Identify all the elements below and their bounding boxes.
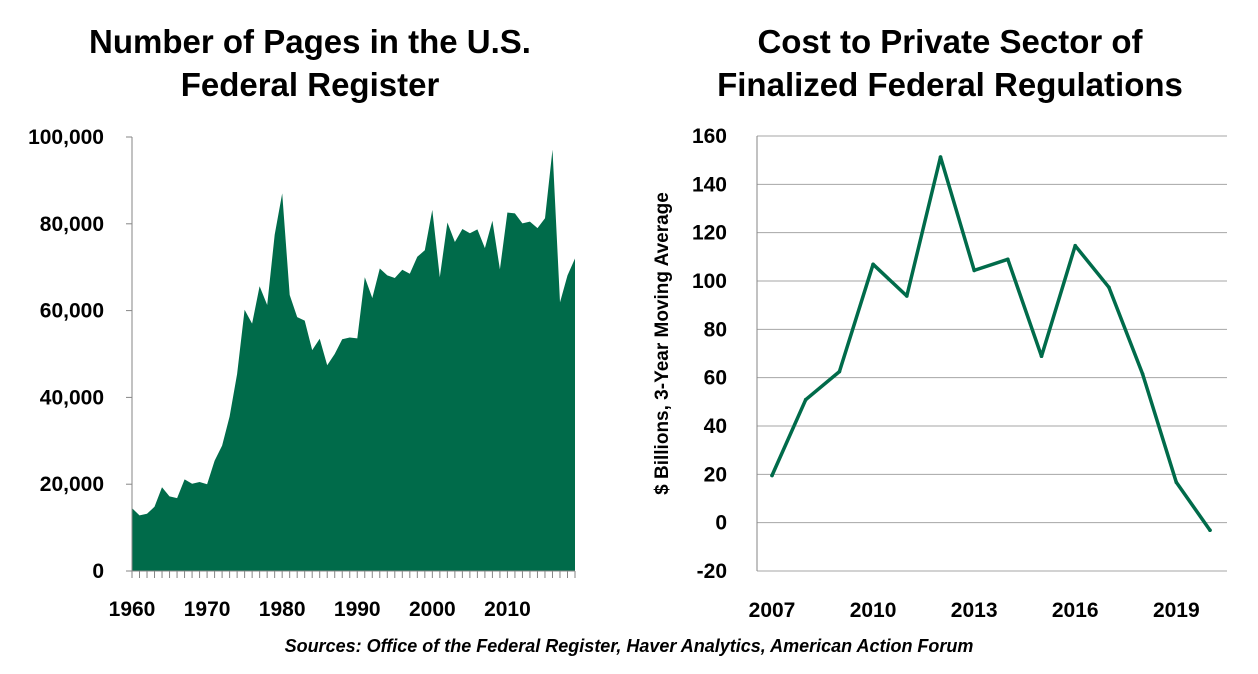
y-tick-label: 0 xyxy=(92,560,104,583)
y-tick-label: 60,000 xyxy=(40,300,104,323)
data-point xyxy=(1174,480,1179,485)
x-tick-label: 1960 xyxy=(109,598,156,621)
pages-area-series xyxy=(132,149,575,571)
y-tick-label: 100,000 xyxy=(28,126,104,149)
data-point xyxy=(1107,285,1111,290)
x-tick-label: 2007 xyxy=(749,599,796,622)
y-tick-label: 140 xyxy=(692,173,727,196)
y-tick-label: 60 xyxy=(704,367,727,390)
data-point xyxy=(837,369,842,374)
y-tick-label: 0 xyxy=(715,512,727,535)
x-tick-label: 2010 xyxy=(484,598,531,621)
x-tick-label: 1970 xyxy=(184,598,231,621)
cost-line-series xyxy=(770,155,1212,532)
chart-title-cost: Cost to Private Sector of Finalized Fede… xyxy=(670,20,1230,106)
y-tick-label: 20 xyxy=(704,463,727,486)
chart-title-line: Federal Register xyxy=(180,66,440,103)
y-tick-label: 100 xyxy=(692,270,727,293)
x-tick-label: 2016 xyxy=(1052,599,1099,622)
source-note: Sources: Office of the Federal Register,… xyxy=(284,636,974,656)
y-tick-label: 40 xyxy=(704,415,727,438)
x-tick-label: 2010 xyxy=(850,599,897,622)
x-tick-label: 2000 xyxy=(409,598,456,621)
y-tick-label: 160 xyxy=(692,125,727,148)
chart-title-line: Finalized Federal Regulations xyxy=(717,66,1183,103)
data-point xyxy=(1006,257,1010,262)
y-axis-title: $ Billions, 3-Year Moving Average xyxy=(652,192,673,495)
y-tick-label: -20 xyxy=(697,560,727,583)
x-tick-label: 1990 xyxy=(334,598,381,621)
chart-title-line: Cost to Private Sector of xyxy=(757,23,1143,60)
chart-title-pages: Number of Pages in the U.S. Federal Regi… xyxy=(40,20,580,106)
y-tick-label: 80,000 xyxy=(40,213,104,236)
data-point xyxy=(905,294,909,298)
y-tick-label: 80 xyxy=(704,318,727,341)
y-tick-label: 40,000 xyxy=(40,386,104,409)
data-point xyxy=(1140,372,1145,376)
x-tick-label: 2013 xyxy=(951,599,998,622)
data-point xyxy=(871,262,875,267)
y-tick-label: 120 xyxy=(692,222,727,245)
data-point xyxy=(803,397,808,402)
data-point xyxy=(1039,354,1044,359)
y-tick-label: 20,000 xyxy=(40,473,104,496)
data-point xyxy=(770,473,774,478)
data-point xyxy=(1073,243,1077,248)
x-tick-label: 1980 xyxy=(259,598,306,621)
data-point xyxy=(1208,528,1212,532)
data-point xyxy=(972,268,976,273)
x-tick-label: 2019 xyxy=(1153,599,1200,622)
data-point xyxy=(938,155,943,159)
chart-title-line: Number of Pages in the U.S. xyxy=(89,23,531,60)
